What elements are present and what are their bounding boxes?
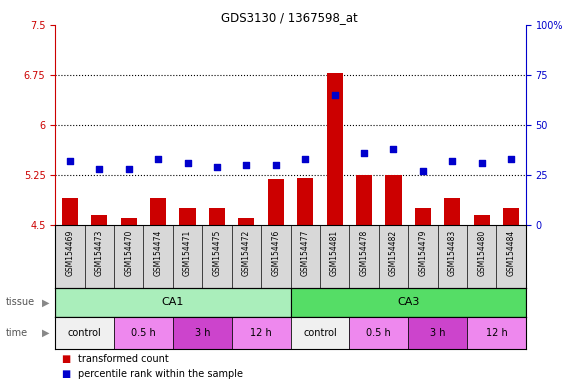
Bar [62,198,78,225]
Point [153,156,163,162]
Text: GSM154475: GSM154475 [213,230,221,276]
Text: ▶: ▶ [42,297,50,308]
Point [212,164,221,170]
Text: control: control [303,328,337,338]
Text: CA3: CA3 [397,297,419,308]
Text: GSM154478: GSM154478 [360,230,368,276]
Bar [290,317,349,349]
Bar [55,288,290,317]
Bar [297,178,313,225]
Bar [238,218,254,225]
Bar [150,198,166,225]
Bar [415,208,431,225]
Text: GSM154476: GSM154476 [271,230,280,276]
Bar [327,73,343,225]
Text: GSM154479: GSM154479 [418,230,428,276]
Bar [356,175,372,225]
Point [124,166,134,172]
Bar [268,179,284,225]
Point [300,156,310,162]
Point [242,162,251,168]
Point [183,160,192,166]
Bar [173,317,232,349]
Text: GSM154470: GSM154470 [124,230,133,276]
Text: GSM154477: GSM154477 [301,230,310,276]
Point [507,156,516,162]
Bar [91,215,107,225]
Bar [503,208,519,225]
Point [418,168,428,174]
Text: GSM154471: GSM154471 [183,230,192,276]
Bar [385,175,401,225]
Text: 12 h: 12 h [486,328,507,338]
Point [95,166,104,172]
Text: tissue: tissue [6,297,35,308]
Point [389,146,398,152]
Text: GSM154483: GSM154483 [448,230,457,276]
Text: 0.5 h: 0.5 h [367,328,391,338]
Text: CA1: CA1 [162,297,184,308]
Point [360,150,369,156]
Bar [467,317,526,349]
Bar [349,317,408,349]
Bar [408,317,467,349]
Bar [444,198,460,225]
Text: transformed count: transformed count [78,354,169,364]
Text: ▶: ▶ [42,328,50,338]
Point [447,158,457,164]
Text: GSM154472: GSM154472 [242,230,251,276]
Bar [114,317,173,349]
Bar [290,288,526,317]
Text: GSM154482: GSM154482 [389,230,398,276]
Point [65,158,74,164]
Text: time: time [6,328,28,338]
Point [477,160,486,166]
Text: control: control [68,328,102,338]
Bar [180,208,196,225]
Text: ■: ■ [61,369,70,379]
Text: GSM154473: GSM154473 [95,230,104,276]
Text: 0.5 h: 0.5 h [131,328,156,338]
Text: GSM154484: GSM154484 [507,230,515,276]
Text: ■: ■ [61,354,70,364]
Text: GSM154481: GSM154481 [330,230,339,276]
Text: GSM154474: GSM154474 [153,230,163,276]
Text: 3 h: 3 h [195,328,210,338]
Text: 12 h: 12 h [250,328,272,338]
Bar [209,208,225,225]
Text: GDS3130 / 1367598_at: GDS3130 / 1367598_at [221,12,357,25]
Point [271,162,281,168]
Text: GSM154480: GSM154480 [477,230,486,276]
Bar [55,317,114,349]
Bar [474,215,490,225]
Bar [121,218,137,225]
Point [330,92,339,98]
Text: percentile rank within the sample: percentile rank within the sample [78,369,243,379]
Text: GSM154469: GSM154469 [66,230,74,276]
Bar [232,317,290,349]
Text: 3 h: 3 h [430,328,445,338]
